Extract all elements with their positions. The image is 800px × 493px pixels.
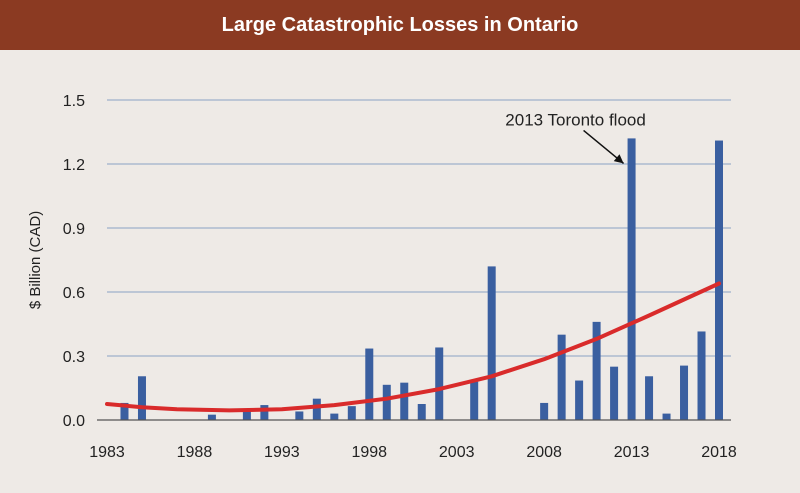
bar: [540, 402, 549, 420]
bar: [592, 321, 601, 420]
gridlines: [107, 99, 731, 357]
bar: [207, 414, 216, 420]
bar: [260, 405, 269, 420]
x-tick-label: 1998: [351, 444, 387, 461]
bar: [347, 406, 356, 420]
x-tick-label: 2018: [701, 444, 737, 461]
bar: [382, 384, 391, 420]
bar: [295, 411, 304, 420]
bar: [557, 334, 566, 420]
annotation-arrowhead: [613, 154, 624, 164]
x-tick-label: 1993: [264, 444, 300, 461]
y-tick-label: 0.9: [63, 221, 85, 238]
bar: [435, 347, 444, 420]
x-tick-label: 1988: [177, 444, 213, 461]
bar: [697, 331, 706, 420]
bar: [715, 140, 723, 421]
bar: [417, 404, 426, 420]
trend-curve: [105, 281, 721, 413]
bar: [610, 366, 619, 420]
y-tick-label: 0.0: [63, 413, 85, 430]
bar: [242, 411, 251, 420]
bar: [330, 413, 339, 420]
x-tick-label: 2013: [614, 444, 650, 461]
bars: [120, 138, 723, 421]
x-tick-label: 1983: [89, 444, 125, 461]
bar: [680, 365, 689, 420]
annotation-label: 2013 Toronto flood: [505, 110, 646, 129]
bar: [662, 413, 671, 420]
annotation: 2013 Toronto flood: [505, 110, 646, 164]
y-axis-label: $ Billion (CAD): [27, 211, 44, 309]
bar: [470, 381, 479, 420]
bar: [137, 376, 146, 420]
y-tick-label: 0.3: [63, 349, 85, 366]
bar: [645, 376, 654, 420]
bar: [312, 398, 321, 420]
chart-title: Large Catastrophic Losses in Ontario: [221, 13, 579, 36]
bar: [400, 382, 409, 420]
bar: [487, 266, 496, 420]
bar: [365, 348, 374, 420]
bar: [575, 380, 584, 420]
bar: [627, 138, 636, 420]
bar: [120, 402, 129, 420]
y-tick-label: 1.2: [63, 157, 85, 174]
y-tick-labels: 0.0 0.3 0.6 0.9 1.2 1.5: [63, 93, 85, 430]
x-tick-label: 2003: [439, 444, 475, 461]
chart-title-bar: Large Catastrophic Losses in Ontario: [0, 0, 800, 50]
y-tick-label: 1.5: [63, 93, 85, 110]
y-tick-label: 0.6: [63, 285, 85, 302]
x-tick-labels: 1983 1988 1993 1998 2003 2008 2013 2018: [89, 444, 737, 461]
trend-line: [105, 281, 721, 413]
x-tick-label: 2008: [526, 444, 562, 461]
